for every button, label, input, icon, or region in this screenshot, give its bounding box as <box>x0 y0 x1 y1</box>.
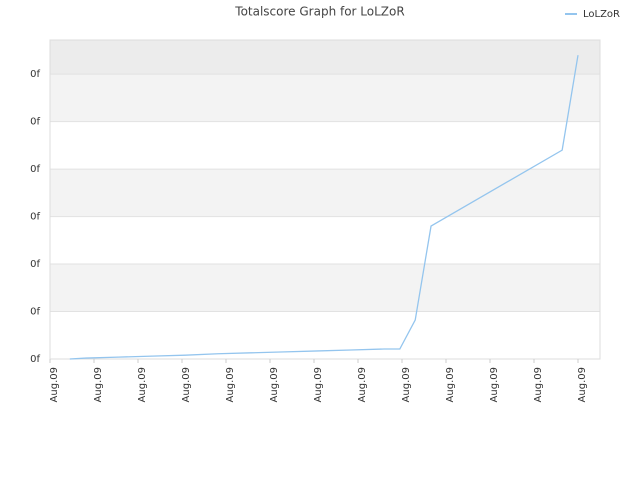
x-tick-label: Aug.09 <box>313 367 324 402</box>
grid-band <box>50 216 600 265</box>
grid-band <box>50 74 600 122</box>
grid-band <box>50 169 600 217</box>
x-tick-label: Aug.09 <box>577 367 588 402</box>
y-tick-label: 0f <box>30 69 40 80</box>
x-tick-label: Aug.09 <box>137 367 148 402</box>
y-tick-label: 0f <box>30 117 40 128</box>
legend-label: LoLZoR <box>583 9 620 20</box>
chart-title: Totalscore Graph for LoLZoR <box>234 5 404 19</box>
x-tick-label: Aug.09 <box>49 367 60 402</box>
x-tick-label: Aug.09 <box>269 367 280 402</box>
y-tick-label: 0f <box>30 259 40 270</box>
x-tick-label: Aug.09 <box>445 367 456 402</box>
grid-band <box>50 40 600 75</box>
y-tick-label: 0f <box>30 354 40 365</box>
x-tick-label: Aug.09 <box>401 367 412 402</box>
x-tick-label: Aug.09 <box>225 367 236 402</box>
x-tick-label: Aug.09 <box>93 367 104 402</box>
x-tick-label: Aug.09 <box>357 367 368 402</box>
x-tick-label: Aug.09 <box>489 367 500 402</box>
grid-band <box>50 121 600 170</box>
plot-border <box>49 39 601 360</box>
line <box>69 55 579 360</box>
y-tick-label: 0f <box>30 164 40 175</box>
y-tick-label: 0f <box>30 212 40 223</box>
x-tick-label: Aug.09 <box>181 367 192 402</box>
grid-band <box>50 264 600 312</box>
y-tick-label: 0f <box>30 307 40 318</box>
grid-band <box>50 311 600 359</box>
x-tick-label: Aug.09 <box>533 367 544 402</box>
